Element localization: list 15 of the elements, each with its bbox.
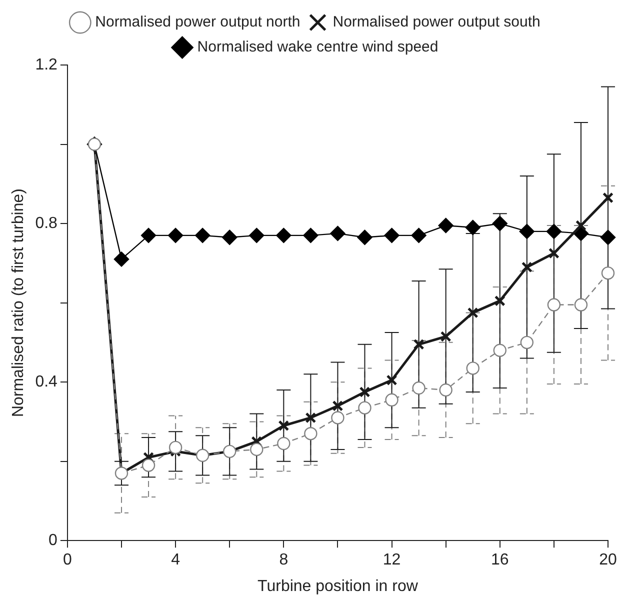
x-tick-label: 20	[599, 552, 617, 569]
legend-label: Normalised power output south	[332, 14, 540, 31]
y-tick-label: 0.8	[35, 214, 58, 232]
x-axis-title: Turbine position in row	[258, 578, 418, 595]
y-tick-label: 1.2	[35, 56, 58, 74]
x-tick-label: 16	[490, 552, 509, 569]
legend-label: Normalised wake centre wind speed	[197, 38, 438, 56]
x-tick-label: 4	[171, 552, 180, 569]
x-tick-label: 0	[62, 552, 72, 569]
x-tick-label: 12	[382, 552, 401, 569]
y-tick-label: 0.4	[35, 373, 58, 390]
y-tick-label: 0	[48, 532, 58, 550]
x-tick-label: 8	[279, 552, 288, 569]
legend-label: Normalised power output north	[95, 14, 300, 31]
y-axis-title: Normalised ratio (to first turbine)	[10, 188, 28, 418]
